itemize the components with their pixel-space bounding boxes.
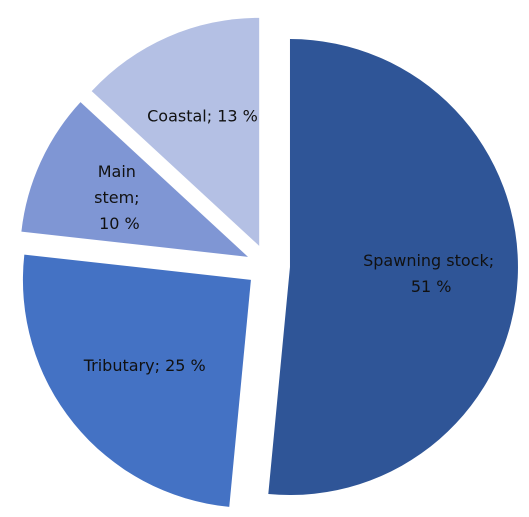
data-label-line: 10 % [99, 214, 140, 233]
data-label: Coastal; 13 % [147, 106, 258, 125]
data-label: Main stem; 10 % [94, 162, 145, 233]
data-label-line: Spawning stock; [363, 250, 499, 269]
data-label-line: Coastal; 13 % [147, 106, 258, 125]
pie-slice [22, 254, 251, 507]
pie-slice [91, 17, 260, 246]
data-label-line: stem; [94, 188, 145, 207]
pie-slice [21, 102, 248, 257]
data-label-line: Tributary; 25 % [83, 356, 206, 375]
data-label: Tributary; 25 % [83, 356, 206, 375]
data-label-line: 51 % [411, 276, 452, 295]
data-label-line: Main [98, 162, 141, 181]
pie-slice [268, 39, 518, 496]
data-label: Spawning stock; 51 % [363, 250, 499, 295]
